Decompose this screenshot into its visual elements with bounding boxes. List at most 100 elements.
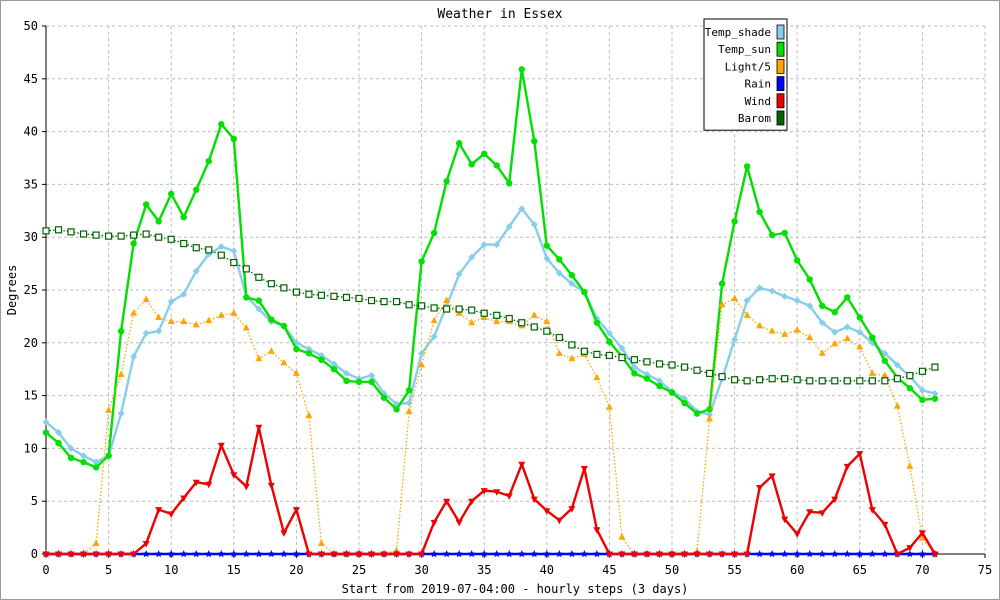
data-point-wind: [330, 551, 338, 558]
data-point-barom: [67, 228, 75, 236]
data-point-temp-shade: [931, 389, 939, 397]
data-point-wind: [906, 545, 914, 552]
data-point-barom: [79, 230, 88, 238]
data-point-barom: [292, 288, 300, 296]
data-point-temp-sun: [506, 180, 513, 187]
data-point-rain: [780, 550, 789, 558]
data-point-wind: [931, 551, 939, 558]
x-tick-label: 40: [540, 563, 554, 577]
data-point-rain: [906, 550, 914, 558]
data-point-rain: [768, 550, 776, 558]
data-point-barom: [906, 371, 914, 380]
data-point-rain: [805, 550, 814, 558]
legend-swatch-temp-shade: [776, 24, 785, 40]
data-point-temp-sun: [142, 201, 150, 208]
data-point-wind: [555, 517, 563, 525]
data-point-temp-shade: [430, 332, 438, 340]
data-point-light-5: [756, 321, 764, 329]
data-point-light-5: [267, 347, 275, 354]
x-tick-label: 0: [42, 563, 49, 577]
data-point-wind: [405, 551, 413, 558]
data-point-wind: [893, 551, 901, 558]
data-point-light-5: [530, 311, 538, 318]
data-point-temp-shade: [80, 452, 88, 460]
data-point-wind: [806, 509, 814, 516]
x-tick-label: 45: [602, 563, 616, 577]
y-tick-label: 50: [24, 19, 38, 33]
data-point-wind: [843, 463, 851, 471]
legend-label-barom: Barom: [738, 112, 771, 125]
series-temp-sun: [42, 66, 939, 471]
data-point-temp-sun: [681, 399, 688, 407]
y-tick-label: 35: [24, 177, 38, 191]
data-point-barom: [530, 323, 538, 331]
data-point-barom: [267, 280, 275, 288]
data-point-temp-sun: [155, 218, 162, 225]
x-tick-label: 35: [477, 563, 491, 577]
data-point-wind: [868, 507, 876, 514]
data-point-wind: [217, 442, 225, 450]
data-point-light-5: [793, 326, 801, 333]
data-point-light-5: [768, 327, 776, 334]
data-point-temp-sun: [756, 208, 763, 216]
series-line-wind: [46, 426, 936, 556]
data-point-temp-shade: [918, 386, 926, 394]
data-point-barom: [355, 294, 363, 303]
data-point-barom: [705, 369, 714, 378]
data-point-wind: [55, 551, 63, 558]
data-point-light-5: [305, 411, 313, 419]
data-point-barom: [54, 226, 63, 234]
data-point-temp-shade: [618, 344, 626, 352]
data-point-barom: [480, 309, 488, 317]
data-point-light-5: [893, 402, 901, 409]
data-point-barom: [643, 358, 651, 366]
data-point-wind: [568, 506, 576, 513]
data-point-barom: [605, 351, 614, 360]
data-point-barom: [756, 376, 764, 384]
data-point-temp-shade: [92, 458, 100, 466]
data-point-wind: [80, 551, 88, 558]
data-point-barom: [180, 239, 188, 248]
data-point-wind: [768, 473, 776, 480]
data-point-barom: [655, 360, 664, 368]
data-point-wind: [167, 511, 175, 518]
data-point-rain: [205, 550, 213, 558]
data-point-light-5: [806, 333, 814, 341]
x-tick-label: 75: [978, 563, 992, 577]
data-point-temp-shade: [806, 302, 814, 310]
data-point-rain: [230, 550, 238, 558]
data-point-light-5: [856, 343, 864, 350]
data-point-wind: [355, 551, 363, 558]
data-point-temp-sun: [743, 163, 751, 170]
data-point-wind: [418, 551, 426, 558]
data-point-temp-sun: [405, 387, 413, 394]
data-point-barom: [167, 235, 175, 243]
data-point-temp-sun: [193, 186, 200, 193]
legend-label-rain: Rain: [745, 78, 772, 91]
data-point-temp-sun: [305, 350, 313, 357]
data-point-barom: [104, 232, 113, 240]
x-tick-label: 5: [105, 563, 112, 577]
data-point-temp-shade: [493, 241, 501, 249]
data-point-barom: [330, 292, 338, 300]
data-point-wind: [205, 481, 213, 489]
x-tick-label: 25: [352, 563, 366, 577]
data-point-temp-sun: [718, 280, 726, 287]
data-point-temp-sun: [318, 356, 325, 363]
data-point-light-5: [92, 539, 100, 546]
data-point-temp-shade: [505, 223, 513, 231]
series-barom: [42, 226, 939, 385]
data-point-temp-shade: [418, 349, 426, 357]
data-point-barom: [130, 231, 138, 239]
data-point-rain: [492, 550, 501, 558]
data-point-barom: [693, 366, 701, 374]
data-point-temp-sun: [455, 140, 463, 147]
data-point-rain: [255, 550, 263, 558]
data-point-light-5: [167, 317, 175, 325]
data-point-temp-sun: [493, 162, 500, 169]
data-point-temp-shade: [768, 287, 776, 295]
x-tick-label: 60: [790, 563, 804, 577]
data-point-wind: [117, 551, 125, 558]
data-point-temp-shade: [155, 327, 163, 335]
